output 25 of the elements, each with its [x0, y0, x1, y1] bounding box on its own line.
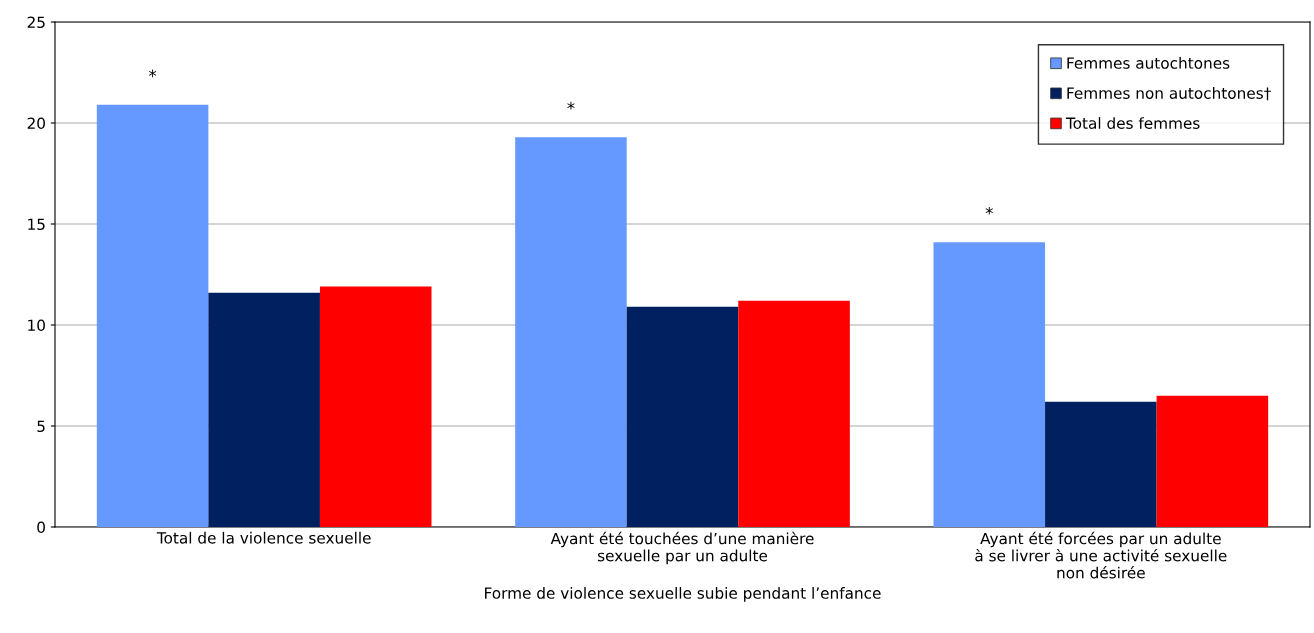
legend-label: Femmes autochtones: [1067, 57, 1230, 69]
bar: [208, 292, 320, 527]
bar: [96, 104, 209, 527]
legend-label: Femmes non autochtones†: [1067, 87, 1271, 101]
bar: [738, 300, 850, 527]
x-tick-label: Ayant été forcées par un adulte à se livrer à une activité sexuelle non désirée: [975, 531, 1227, 579]
bar: [1045, 401, 1157, 527]
data-label: *: [148, 69, 157, 78]
y-tick-label: 10: [28, 319, 45, 332]
legend-label: Total des femmes: [1065, 117, 1200, 129]
y-tick-label: 5: [37, 420, 45, 433]
data-label: *: [985, 206, 993, 215]
y-tick-label: 20: [27, 117, 45, 130]
bar: [626, 306, 739, 527]
bar: [933, 242, 1046, 527]
bar: [319, 286, 432, 527]
y-tick-label: 25: [27, 16, 45, 29]
x-axis-title: Forme de violence sexuelle subie pendant l’enfance: [485, 587, 881, 602]
y-tick-label: 15: [28, 218, 45, 231]
bar: [1156, 395, 1269, 527]
x-tick-label: Ayant été touchées d’une manière sexuelle par un adulte: [550, 531, 814, 565]
bar: [515, 137, 627, 527]
y-tick-label: 0: [37, 521, 45, 534]
data-label: *: [567, 101, 575, 110]
x-tick-label: Total de la violence sexuelle: [156, 531, 371, 544]
